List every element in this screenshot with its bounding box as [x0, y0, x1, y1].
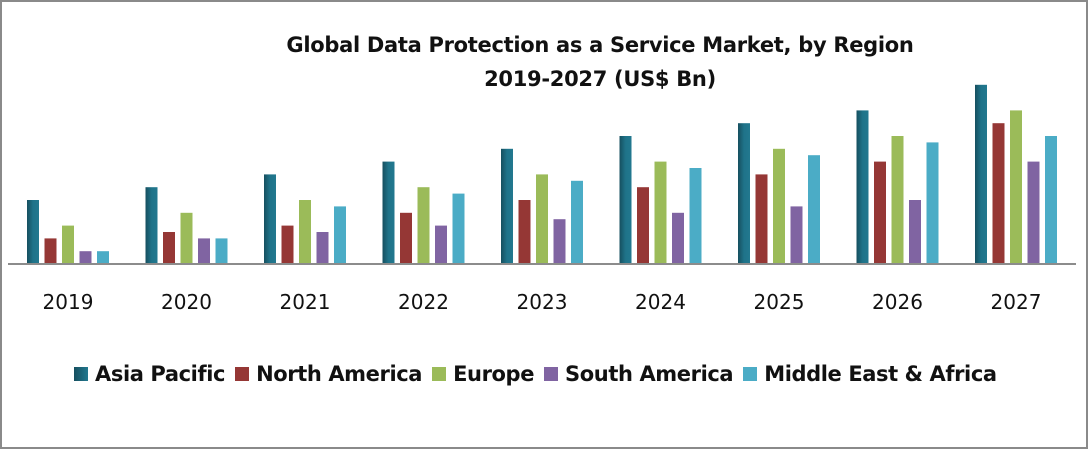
- x-tick-label-2020: 2020: [161, 290, 212, 314]
- legend-item-asia-pacific: Asia Pacific: [74, 362, 225, 386]
- bar-south-america-2024: [672, 212, 684, 264]
- legend-label: North America: [256, 362, 423, 386]
- bar-south-america-2019: [79, 251, 92, 264]
- bar-asia-pacific-2021: [264, 174, 276, 264]
- legend-label: Middle East & Africa: [764, 362, 997, 386]
- bar-south-america-2023: [553, 219, 566, 264]
- legend-item-south-america: South America: [544, 362, 734, 386]
- x-tick-label-2023: 2023: [517, 290, 568, 314]
- bar-middle-east-africa-2023: [571, 180, 583, 264]
- bar-asia-pacific-2023: [501, 148, 513, 264]
- legend-item-north-america: North America: [235, 362, 422, 386]
- bar-asia-pacific-2027: [975, 84, 987, 264]
- bar-south-america-2026: [909, 200, 921, 264]
- x-tick-label-2022: 2022: [398, 290, 449, 314]
- x-axis-labels: 2019 2020 2021 2022 2023 2024 2025 2026 2027: [43, 290, 1042, 314]
- legend-label: Asia Pacific: [95, 362, 226, 386]
- bar-europe-2024: [654, 161, 667, 264]
- bar-asia-pacific-2022: [382, 161, 395, 264]
- bar-north-america-2020: [163, 232, 175, 264]
- legend-label: Europe: [453, 362, 535, 386]
- chart-subtitle: 2019-2027 (US$ Bn): [484, 67, 716, 91]
- x-tick-label-2026: 2026: [872, 290, 923, 314]
- bar-europe-2019: [62, 225, 74, 264]
- bar-north-america-2019: [44, 238, 57, 264]
- legend-swatch: [74, 367, 88, 381]
- bar-asia-pacific-2020: [145, 187, 158, 264]
- bar-europe-2026: [891, 136, 904, 264]
- x-tick-label-2024: 2024: [635, 290, 686, 314]
- chart-title: Global Data Protection as a Service Mark…: [286, 33, 914, 57]
- bars-group: [27, 84, 1057, 265]
- bar-north-america-2022: [400, 212, 412, 264]
- bar-south-america-2020: [198, 238, 210, 264]
- bar-south-america-2022: [435, 225, 447, 264]
- legend-swatch: [743, 367, 758, 381]
- x-tick-label-2025: 2025: [754, 290, 805, 314]
- bar-europe-2020: [180, 212, 193, 264]
- bar-north-america-2023: [518, 200, 531, 264]
- bar-asia-pacific-2024: [619, 136, 632, 264]
- x-tick-label-2019: 2019: [43, 290, 94, 314]
- legend-swatch: [432, 367, 447, 381]
- bar-middle-east-africa-2027: [1045, 136, 1057, 264]
- legend-swatch: [235, 367, 250, 381]
- bar-south-america-2025: [790, 206, 803, 264]
- bar-europe-2023: [536, 174, 548, 264]
- bar-south-america-2027: [1027, 161, 1040, 264]
- bar-middle-east-africa-2026: [926, 142, 939, 264]
- bar-europe-2022: [417, 187, 430, 264]
- bar-north-america-2026: [874, 161, 886, 264]
- bar-north-america-2027: [992, 123, 1005, 264]
- bar-middle-east-africa-2019: [97, 251, 109, 264]
- bar-south-america-2021: [316, 232, 329, 264]
- bar-middle-east-africa-2021: [334, 206, 346, 264]
- bar-europe-2025: [773, 148, 785, 264]
- legend-swatch: [544, 367, 559, 381]
- bar-north-america-2025: [755, 174, 768, 264]
- bar-north-america-2021: [281, 225, 294, 264]
- bar-europe-2021: [299, 200, 311, 264]
- legend: Asia Pacific North America Europe South Ame…: [74, 362, 1007, 386]
- bar-asia-pacific-2026: [856, 110, 869, 265]
- bar-europe-2027: [1010, 110, 1022, 265]
- legend-label: South America: [565, 362, 734, 386]
- bar-middle-east-africa-2020: [215, 238, 228, 264]
- bar-asia-pacific-2025: [738, 123, 750, 264]
- legend-item-middle-east-africa: Middle East & Africa: [743, 362, 997, 386]
- bar-asia-pacific-2019: [27, 200, 39, 264]
- bar-middle-east-africa-2024: [689, 168, 702, 264]
- bar-middle-east-africa-2025: [808, 155, 820, 264]
- bar-middle-east-africa-2022: [452, 193, 465, 264]
- legend-item-europe: Europe: [432, 362, 534, 386]
- x-tick-label-2027: 2027: [991, 290, 1042, 314]
- x-tick-label-2021: 2021: [280, 290, 331, 314]
- bar-north-america-2024: [637, 187, 649, 264]
